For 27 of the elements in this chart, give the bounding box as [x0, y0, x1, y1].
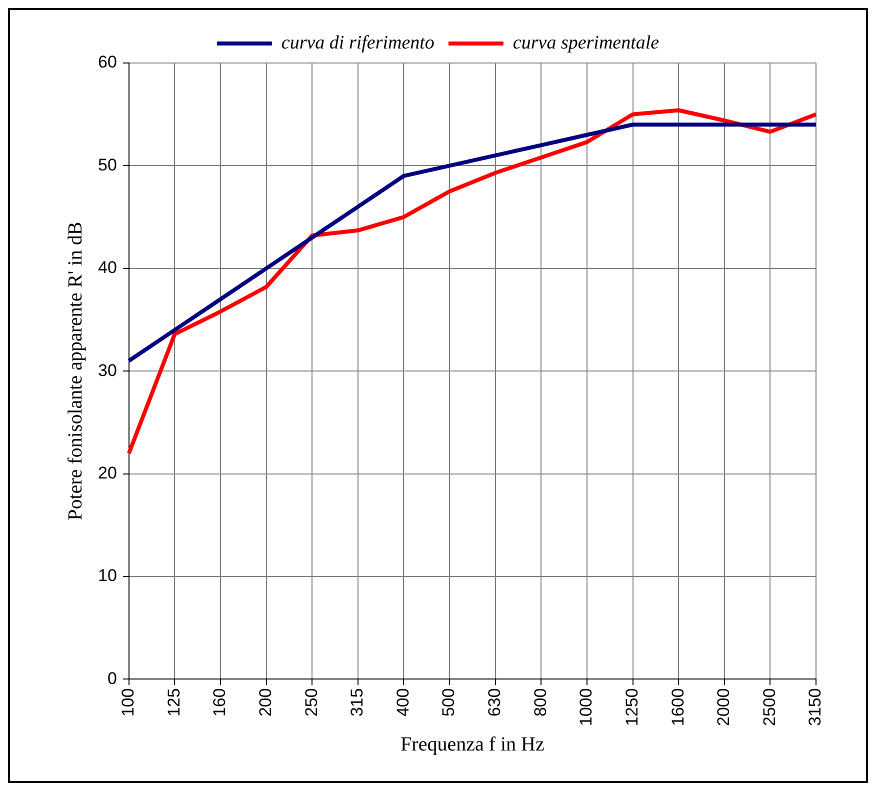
y-axis-title: Potere fonisolante apparente R' in dB [64, 222, 86, 520]
x-tick-label: 400 [393, 688, 412, 717]
x-axis-title: Frequenza f in Hz [400, 733, 544, 756]
x-tick-label: 1000 [576, 688, 596, 726]
x-tick-label: 125 [164, 688, 184, 717]
y-tick-label: 50 [98, 155, 117, 174]
x-tick-label: 2500 [760, 688, 779, 726]
y-tick-label: 30 [98, 360, 117, 380]
x-tick-label: 2000 [714, 688, 734, 726]
x-tick-label: 100 [118, 688, 138, 717]
y-tick-label: 60 [98, 52, 117, 72]
y-tick-label: 20 [98, 463, 117, 482]
x-tick-label: 315 [348, 688, 367, 717]
x-tick-label: 160 [210, 688, 230, 717]
x-tick-label: 1250 [622, 688, 642, 726]
y-tick-label: 0 [107, 668, 117, 688]
y-tick-label: 10 [98, 566, 117, 586]
legend-label: curva di riferimento [281, 32, 434, 54]
legend-label: curva sperimentale [512, 32, 660, 54]
x-tick-label: 200 [256, 688, 276, 717]
x-tick-label: 500 [439, 688, 458, 717]
x-tick-label: 3150 [806, 688, 825, 726]
x-tick-label: 800 [530, 688, 550, 717]
y-tick-label: 40 [98, 258, 117, 278]
x-tick-label: 1600 [668, 688, 688, 726]
x-tick-label: 250 [302, 688, 321, 717]
x-tick-label: 630 [485, 688, 504, 717]
